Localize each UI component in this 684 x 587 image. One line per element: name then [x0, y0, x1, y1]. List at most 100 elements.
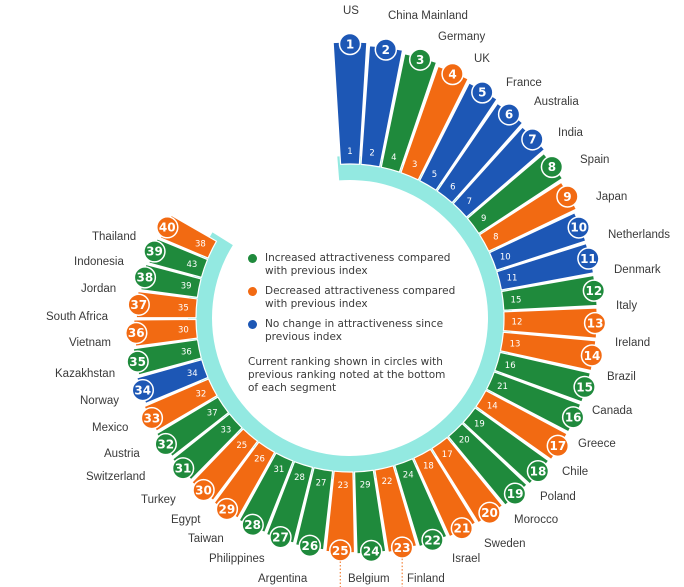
previous-rank-label: 21 — [497, 382, 508, 392]
segment-bar — [325, 470, 356, 554]
segment-13: 12 13 Ireland — [502, 307, 650, 349]
legend-dot-no-change — [248, 320, 257, 329]
segment-25: 23 25 — [325, 470, 356, 587]
country-label: Taiwan — [188, 533, 224, 545]
segment-29: 26 29 Egypt — [171, 441, 276, 526]
country-label: Jordan — [81, 283, 116, 295]
rank-label: 34 — [134, 383, 151, 397]
legend-item-increased: Increased attractiveness compared with p… — [248, 252, 458, 278]
previous-rank-label: 6 — [450, 182, 455, 192]
rank-circle — [143, 240, 166, 263]
previous-rank-label: 10 — [500, 253, 511, 263]
previous-rank-label: 22 — [382, 477, 393, 487]
rank-label: 20 — [481, 506, 498, 520]
rank-circle — [526, 460, 550, 483]
country-label: Denmark — [614, 264, 661, 276]
rank-label: 1 — [346, 37, 354, 51]
previous-rank-label: 25 — [236, 441, 247, 451]
country-label: US — [343, 5, 359, 17]
rank-circle — [171, 457, 195, 480]
country-label: Italy — [616, 300, 637, 312]
segment-bar — [502, 307, 598, 339]
segment-23: 22 23 — [374, 465, 418, 587]
rank-label: 16 — [565, 411, 582, 425]
rank-label: 27 — [272, 531, 289, 545]
rank-circle — [298, 534, 322, 558]
segment-40: 38 40 Thailand — [92, 214, 218, 259]
segment-bar — [238, 452, 294, 533]
legend-item-no-change: No change in attractiveness since previo… — [248, 318, 458, 344]
segment-3: 4 3 Germany — [380, 31, 486, 173]
segment-2: 2 2 China Mainland — [360, 10, 468, 168]
segment-bar — [499, 331, 597, 372]
country-label: France — [506, 77, 542, 89]
previous-rank-label: 27 — [316, 478, 327, 488]
rank-label: 40 — [159, 221, 176, 235]
rank-circle — [556, 185, 579, 208]
rank-circle — [503, 482, 527, 506]
previous-rank-label: 11 — [507, 274, 518, 284]
segment-bar — [452, 126, 546, 218]
segment-22: 24 22 Finland — [394, 458, 448, 585]
rank-label: 7 — [528, 133, 536, 147]
rank-label: 29 — [219, 502, 236, 516]
previous-rank-label: 2 — [369, 148, 374, 158]
rank-label: 3 — [416, 53, 424, 67]
country-label: Morocco — [514, 514, 558, 526]
rank-circle — [583, 311, 607, 335]
legend-dot-decreased — [248, 287, 257, 296]
previous-rank-label: 17 — [442, 450, 453, 460]
rank-circle — [338, 32, 362, 56]
country-label: Indonesia — [74, 256, 124, 268]
country-label: Sweden — [484, 538, 526, 550]
country-label: Argentina — [258, 573, 308, 585]
rank-circle — [521, 128, 544, 151]
country-label: China Mainland — [388, 10, 468, 22]
segment-bar — [486, 371, 582, 433]
previous-rank-label: 5 — [432, 170, 437, 180]
previous-rank-label: 24 — [403, 471, 414, 481]
rank-circle — [215, 497, 239, 521]
rank-label: 26 — [301, 539, 318, 553]
country-label: Turkey — [141, 494, 176, 506]
rank-circle — [582, 279, 606, 302]
country-label: South Africa — [46, 311, 109, 323]
segment-bar — [431, 436, 504, 524]
previous-rank-label: 7 — [467, 197, 472, 207]
previous-rank-label: 19 — [474, 420, 485, 430]
rank-circle — [131, 378, 155, 402]
previous-rank-label: 35 — [178, 304, 189, 314]
rank-label: 35 — [129, 355, 146, 369]
rank-circle — [573, 375, 596, 399]
rank-label: 22 — [424, 533, 441, 547]
previous-rank-label: 4 — [391, 153, 396, 163]
rank-label: 10 — [570, 221, 587, 235]
segment-bar — [400, 65, 469, 181]
rank-circle — [192, 478, 215, 502]
segment-4: 3 4 UK — [400, 53, 490, 181]
country-label: Ireland — [615, 337, 650, 349]
segment-bar — [488, 212, 587, 271]
segment-bar — [394, 458, 448, 548]
country-label: Netherlands — [608, 229, 670, 241]
legend-label: No change in attractiveness since previo… — [265, 318, 444, 343]
rank-circle — [450, 517, 474, 540]
segment-8: 9 8 Spain — [466, 152, 609, 235]
segment-21: 18 21 Israel — [413, 448, 480, 565]
country-label: Greece — [578, 438, 616, 450]
segment-24: 29 24 Belgium — [348, 469, 390, 585]
segment-bar — [353, 469, 387, 555]
previous-rank-label: 3 — [412, 160, 417, 170]
rank-label: 12 — [586, 284, 603, 298]
segment-16: 21 16 Greece — [486, 371, 616, 450]
rank-label: 9 — [563, 190, 571, 204]
country-label: Chile — [562, 466, 588, 478]
segment-39: 43 39 Indonesia — [74, 238, 209, 278]
rank-circle — [390, 536, 414, 559]
previous-rank-label: 36 — [181, 348, 192, 358]
country-label: Vietnam — [69, 337, 111, 349]
segment-bar — [294, 467, 334, 551]
rank-label: 23 — [394, 541, 411, 555]
rank-circle — [269, 525, 292, 549]
